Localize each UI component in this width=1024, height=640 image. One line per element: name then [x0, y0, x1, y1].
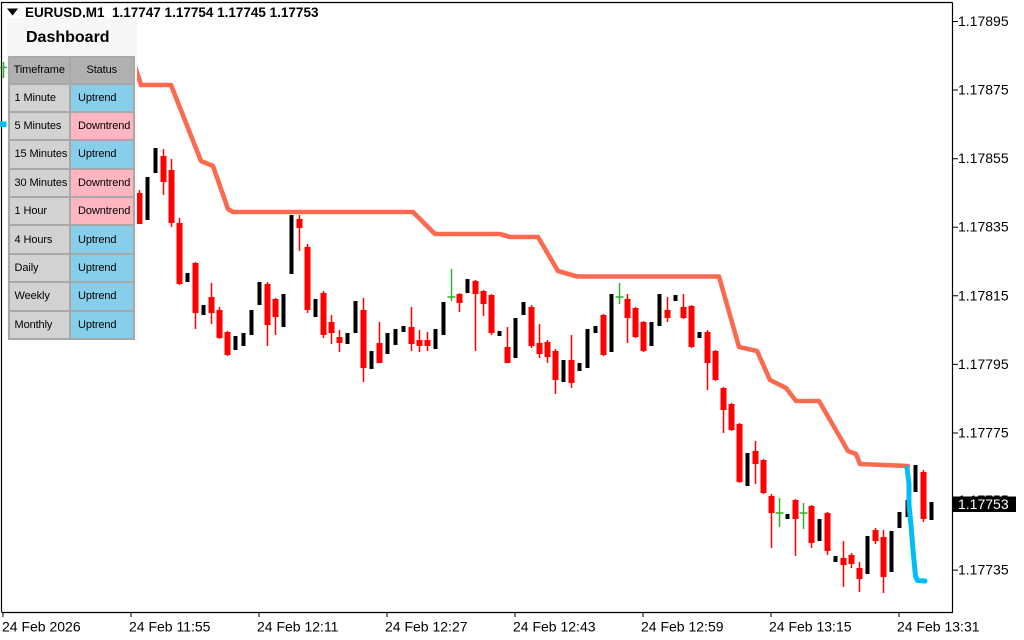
svg-text:24 Feb 12:59: 24 Feb 12:59	[641, 619, 724, 635]
svg-text:1.17815: 1.17815	[958, 287, 1009, 303]
svg-text:24 Feb 13:31: 24 Feb 13:31	[897, 619, 980, 635]
svg-text:1.17753: 1.17753	[958, 496, 1009, 512]
svg-text:1.17795: 1.17795	[958, 356, 1009, 372]
svg-text:24 Feb 11:55: 24 Feb 11:55	[129, 619, 211, 635]
svg-text:1.17875: 1.17875	[958, 82, 1009, 98]
svg-text:1.17735: 1.17735	[958, 562, 1009, 578]
svg-text:24 Feb 12:11: 24 Feb 12:11	[257, 619, 339, 635]
svg-text:24 Feb 12:27: 24 Feb 12:27	[385, 619, 468, 635]
svg-text:1.17835: 1.17835	[958, 219, 1009, 235]
svg-text:EURUSD,M1 1.17747 1.17754 1.1: EURUSD,M1 1.17747 1.17754 1.17745 1.1775…	[25, 5, 319, 20]
svg-text:1.17775: 1.17775	[958, 425, 1009, 441]
svg-text:24 Feb 2026: 24 Feb 2026	[2, 619, 81, 635]
svg-text:24 Feb 13:15: 24 Feb 13:15	[769, 619, 852, 635]
svg-text:1.17895: 1.17895	[958, 13, 1009, 29]
svg-text:1.17855: 1.17855	[958, 150, 1009, 166]
svg-text:24 Feb 12:43: 24 Feb 12:43	[513, 619, 596, 635]
